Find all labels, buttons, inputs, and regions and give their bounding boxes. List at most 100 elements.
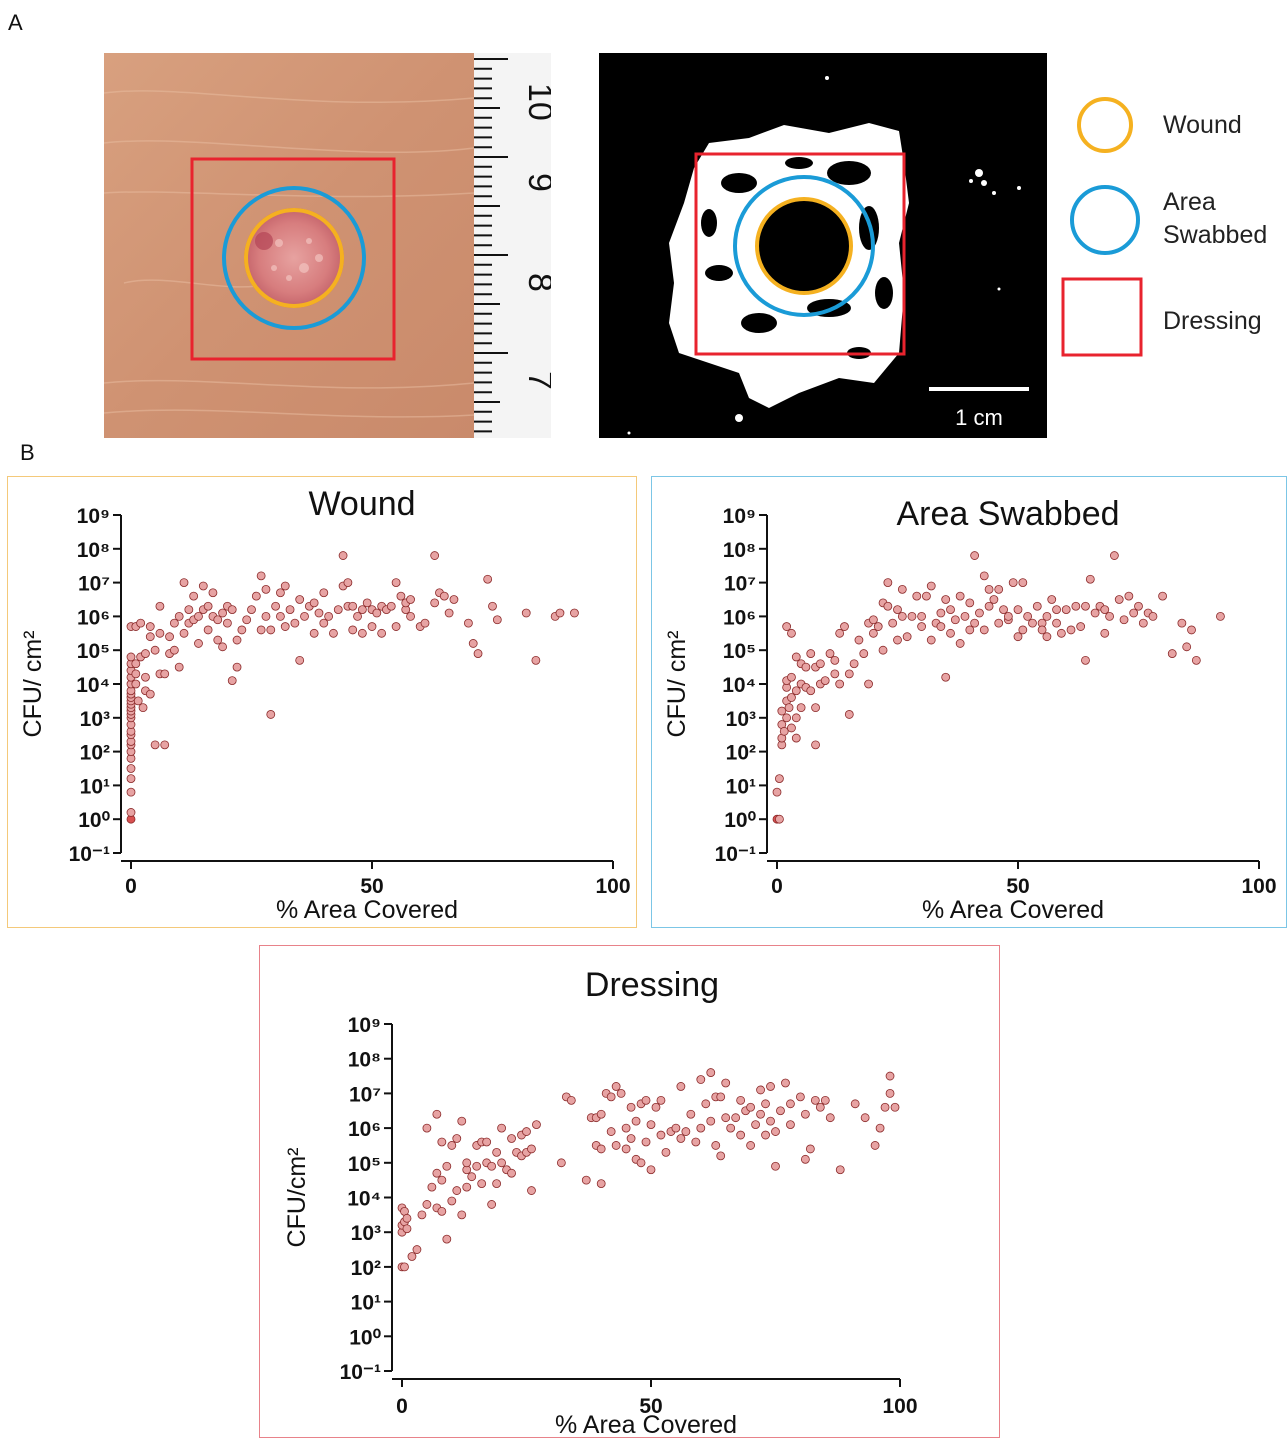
data-point bbox=[203, 625, 213, 635]
data-point bbox=[970, 551, 980, 560]
data-point bbox=[556, 1158, 566, 1168]
y-tick-label: 10⁶ bbox=[723, 606, 756, 629]
data-point bbox=[1148, 611, 1158, 621]
y-tick-label: 10⁵ bbox=[723, 640, 756, 663]
y-tick-label: 10¹ bbox=[80, 775, 110, 798]
data-point bbox=[912, 591, 922, 601]
data-point bbox=[946, 628, 955, 638]
data-point bbox=[1018, 578, 1028, 587]
data-point bbox=[616, 1088, 626, 1098]
data-point bbox=[145, 689, 155, 699]
data-point bbox=[626, 1102, 636, 1112]
data-point bbox=[955, 639, 965, 648]
data-point bbox=[676, 1082, 686, 1091]
y-tick-label: 10⁴ bbox=[76, 674, 110, 697]
legend-label-dressing: Dressing bbox=[1163, 307, 1262, 335]
x-tick-label: 50 bbox=[360, 875, 383, 898]
data-point bbox=[570, 608, 579, 618]
data-point bbox=[437, 1137, 447, 1147]
data-point bbox=[194, 611, 203, 621]
data-point bbox=[566, 1095, 576, 1105]
scale-bar-label: 1 cm bbox=[955, 405, 1003, 430]
y-tick-label: 10³ bbox=[726, 708, 756, 731]
data-point bbox=[772, 787, 782, 797]
data-point bbox=[784, 703, 794, 713]
data-point bbox=[917, 622, 927, 631]
data-point bbox=[825, 1113, 835, 1123]
y-tick-label: 10⁷ bbox=[78, 573, 110, 596]
chart-dressing-plot: Dressing 10⁻¹ 10⁰ 10¹ 10² 10³ 10⁴ 10⁵ 10⁶ 10⁷ 10⁸ 1… bbox=[283, 966, 918, 1439]
y-tick-label: 10⁰ bbox=[349, 1326, 381, 1349]
data-point bbox=[830, 669, 840, 679]
data-point bbox=[295, 655, 305, 665]
data-point bbox=[400, 1262, 409, 1272]
data-point bbox=[736, 1130, 746, 1140]
chart-wound: Wound 10⁻¹ 10⁰ 10¹ 10² 10³ 10⁴ 10⁵ 10⁶ 10⁷ 10⁸ 10⁹ 0… bbox=[7, 476, 637, 928]
data-point bbox=[917, 611, 927, 621]
data-point bbox=[367, 622, 377, 631]
data-point bbox=[319, 618, 329, 628]
data-point bbox=[138, 703, 148, 713]
data-point bbox=[1182, 642, 1192, 652]
data-point bbox=[984, 584, 994, 594]
data-point bbox=[194, 639, 203, 648]
y-tick-label: 10⁶ bbox=[77, 606, 110, 629]
data-point bbox=[402, 1213, 412, 1223]
data-point bbox=[251, 591, 261, 601]
data-point bbox=[174, 611, 184, 621]
swab-circle-icon bbox=[1070, 185, 1140, 255]
data-point bbox=[726, 1123, 736, 1133]
data-point bbox=[606, 1092, 616, 1102]
data-point bbox=[160, 669, 170, 679]
y-tick-label: 10⁷ bbox=[724, 573, 756, 596]
data-point bbox=[781, 1078, 790, 1088]
y-tick-label: 10⁵ bbox=[77, 640, 110, 663]
data-point bbox=[247, 605, 256, 615]
data-point bbox=[868, 615, 878, 625]
data-point bbox=[810, 1095, 820, 1105]
data-point bbox=[815, 1102, 825, 1112]
data-point bbox=[492, 1179, 502, 1189]
data-point bbox=[1071, 601, 1081, 611]
ruler-label-9: 9 bbox=[521, 173, 551, 192]
data-point bbox=[447, 1196, 457, 1206]
chart-title: Wound bbox=[308, 485, 415, 523]
data-point bbox=[150, 645, 160, 655]
data-point bbox=[835, 1165, 845, 1175]
data-point bbox=[787, 723, 796, 733]
data-point bbox=[1138, 618, 1148, 628]
data-point bbox=[198, 581, 208, 591]
data-point bbox=[676, 1134, 686, 1143]
data-point bbox=[1042, 611, 1052, 621]
data-point bbox=[965, 598, 975, 608]
data-point bbox=[131, 669, 141, 679]
x-tick-label: 0 bbox=[125, 875, 137, 898]
y-tick-label: 10⁻¹ bbox=[340, 1361, 381, 1384]
data-point bbox=[897, 584, 907, 594]
legend-item-dressing: Dressing bbox=[1055, 276, 1287, 360]
data-point bbox=[324, 611, 334, 621]
data-point bbox=[1066, 625, 1076, 635]
data-point bbox=[975, 608, 984, 618]
data-point bbox=[1008, 578, 1018, 587]
data-point bbox=[646, 1120, 656, 1130]
data-point bbox=[1085, 574, 1095, 584]
data-point bbox=[791, 733, 801, 743]
data-point bbox=[353, 611, 362, 621]
data-point bbox=[290, 618, 300, 628]
data-point bbox=[477, 1179, 487, 1189]
data-point bbox=[844, 710, 854, 719]
data-point bbox=[160, 740, 170, 750]
data-point bbox=[979, 625, 989, 635]
data-point bbox=[442, 1234, 452, 1244]
data-point bbox=[805, 1144, 815, 1154]
data-point bbox=[691, 1137, 701, 1147]
data-point bbox=[885, 1088, 895, 1098]
y-tick-label: 10⁷ bbox=[349, 1083, 381, 1106]
data-point bbox=[280, 622, 290, 631]
data-point bbox=[782, 713, 792, 723]
data-point bbox=[800, 1154, 810, 1164]
data-point bbox=[641, 1095, 651, 1105]
data-point bbox=[787, 672, 796, 682]
data-point bbox=[1090, 608, 1100, 618]
